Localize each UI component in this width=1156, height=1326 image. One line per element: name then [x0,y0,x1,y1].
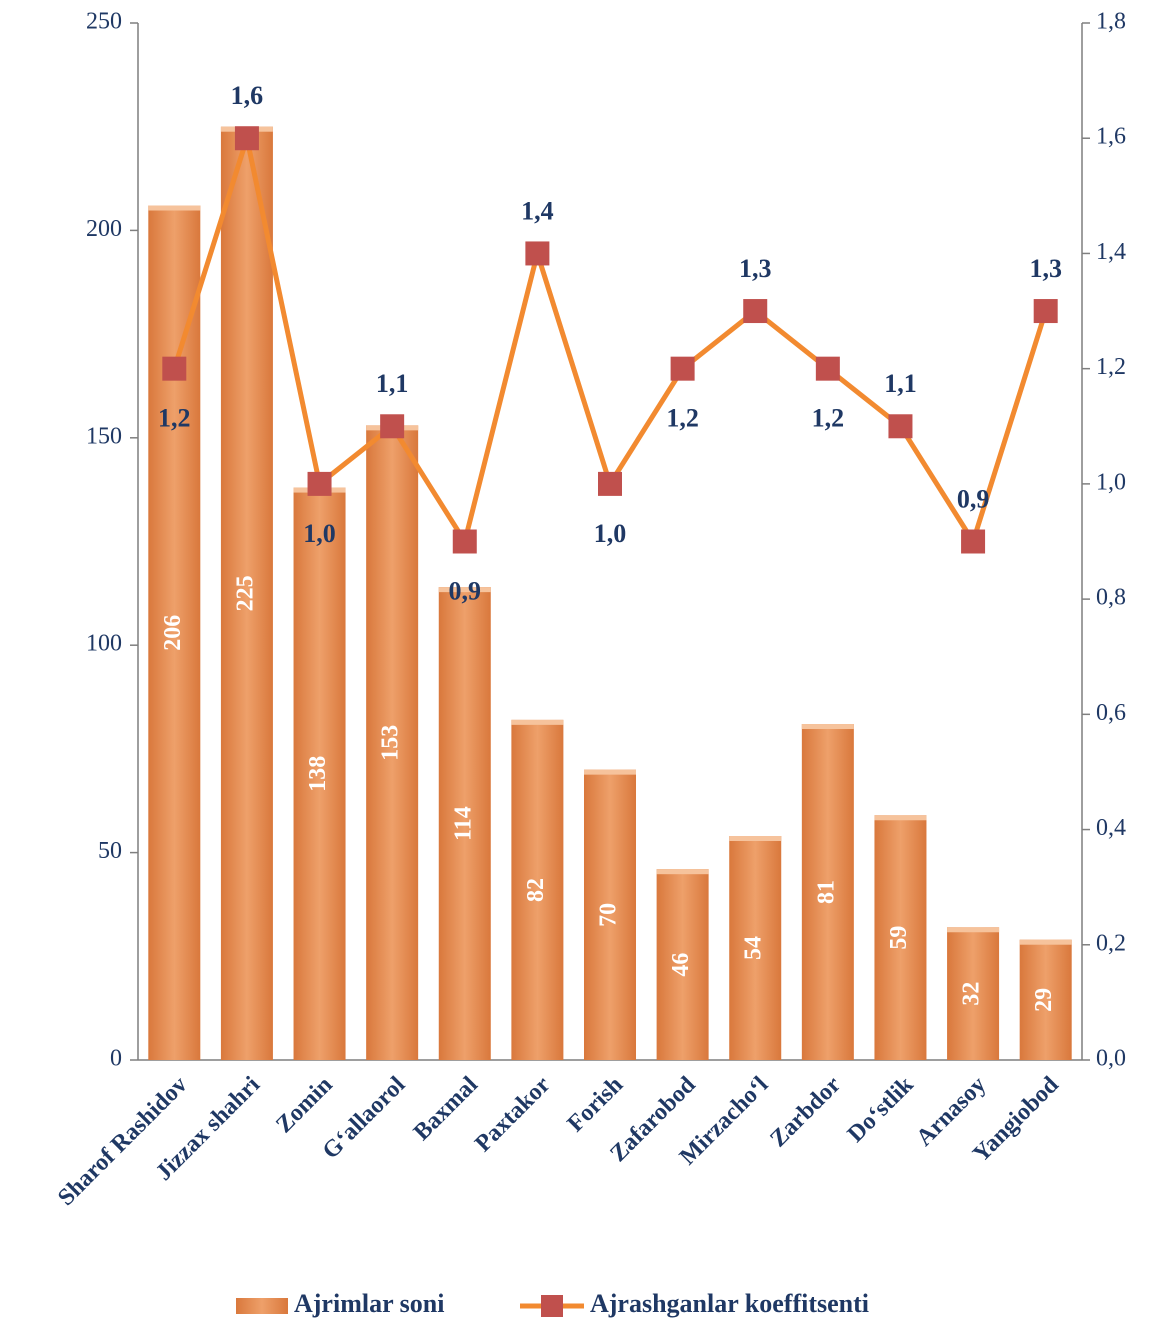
marker [234,126,259,151]
x-tick-label: Sharof Rashidov [53,1072,192,1211]
bar-label: 59 [886,926,912,950]
marker [598,471,622,496]
bar-cap [801,724,854,730]
marker [452,529,477,554]
y-tick-label: 0 [110,1046,122,1072]
bar-cap [1019,939,1072,945]
value-label: 1,0 [594,519,627,548]
bar-label: 81 [813,880,839,904]
bar [438,587,491,1060]
bar [729,836,782,1060]
bar [801,724,854,1060]
bar-cap [656,869,709,875]
legend-label: Ajrimlar soni [294,1289,444,1318]
y-tick-label: 50 [98,838,122,864]
bar-label: 46 [668,953,694,977]
bar-label: 29 [1031,988,1057,1012]
y-tick-label: 250 [86,9,122,35]
bar [220,126,273,1060]
bar [511,719,564,1060]
y2-tick-label: 1,8 [1096,9,1126,35]
y2-tick-label: 1,6 [1096,124,1126,150]
bar-label: 225 [232,575,258,611]
bar-cap [511,719,564,725]
legend-marker-icon [541,1295,563,1317]
value-label: 1,4 [521,196,554,225]
marker [380,414,405,439]
value-label: 1,3 [1029,254,1062,283]
y2-tick-label: 1,2 [1096,354,1126,380]
bar-label: 206 [160,615,186,651]
marker [307,471,332,496]
y2-tick-label: 1,4 [1096,239,1126,265]
marker [1033,299,1058,324]
bar [584,769,636,1060]
bar-cap [438,587,491,593]
value-label: 0,9 [957,484,990,513]
bar-label: 54 [741,936,767,960]
bar [366,425,419,1061]
y-tick-label: 150 [86,423,122,449]
value-label: 1,2 [812,404,845,433]
value-label: 0,9 [449,576,482,605]
legend-bar-icon [236,1298,288,1314]
x-tick-label: Zomin [271,1072,337,1138]
x-tick-label: Paxtakor [470,1072,556,1158]
value-label: 1,6 [231,81,264,110]
legend-label: Ajrashganlar koeffitsenti [590,1289,869,1318]
y-tick-label: 200 [86,216,122,242]
marker [743,299,768,324]
bar [1019,939,1072,1060]
bar [947,927,1000,1060]
value-label: 1,2 [666,404,699,433]
x-tick-label: Forish [563,1072,629,1138]
y-tick-label: 100 [86,631,122,657]
marker [670,356,695,381]
value-label: 1,3 [739,254,772,283]
value-label: 1,1 [376,369,409,398]
x-tick-label: Zarbdor [765,1072,846,1153]
bar-cap [584,769,636,775]
marker [525,241,550,266]
value-label: 1,2 [158,404,191,433]
value-label: 1,1 [884,369,917,398]
bar-label: 32 [959,982,985,1006]
bar-cap [874,815,927,821]
bar-label: 70 [596,903,622,927]
y2-tick-label: 0,0 [1096,1046,1126,1072]
bar-label: 82 [523,878,549,902]
marker [815,356,840,381]
marker [961,529,986,554]
y2-tick-label: 0,8 [1096,585,1126,611]
marker [888,414,913,439]
bar [293,487,346,1060]
bar-cap [729,836,782,842]
y2-tick-label: 0,6 [1096,700,1126,726]
x-tick-label: Baxmal [409,1072,483,1146]
bar [148,205,201,1061]
bar-label: 114 [450,806,476,841]
bar-label: 138 [305,756,331,792]
bar [656,869,709,1060]
marker [162,356,187,381]
value-label: 1,0 [303,519,336,548]
bar-label: 153 [378,725,404,761]
y2-tick-label: 1,0 [1096,469,1126,495]
bar [874,815,927,1060]
y2-tick-label: 0,4 [1096,815,1126,841]
y2-tick-label: 0,2 [1096,930,1126,956]
bar-cap [947,927,1000,933]
x-tick-label: Do‘stlik [843,1071,919,1147]
bar-cap [148,205,201,211]
